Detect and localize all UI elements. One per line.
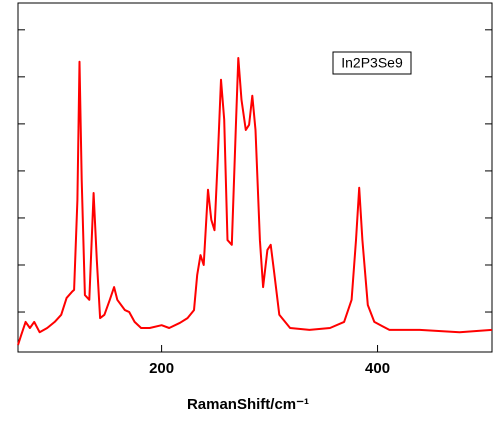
legend-label: In2P3Se9	[341, 55, 403, 71]
x-tick-label: 400	[365, 360, 390, 377]
x-axis-label: RamanShift/cm⁻¹	[187, 396, 309, 413]
x-tick-label: 200	[149, 360, 174, 377]
legend-box	[332, 51, 412, 75]
spectrum-line	[17, 57, 493, 346]
plot-frame	[17, 2, 493, 353]
